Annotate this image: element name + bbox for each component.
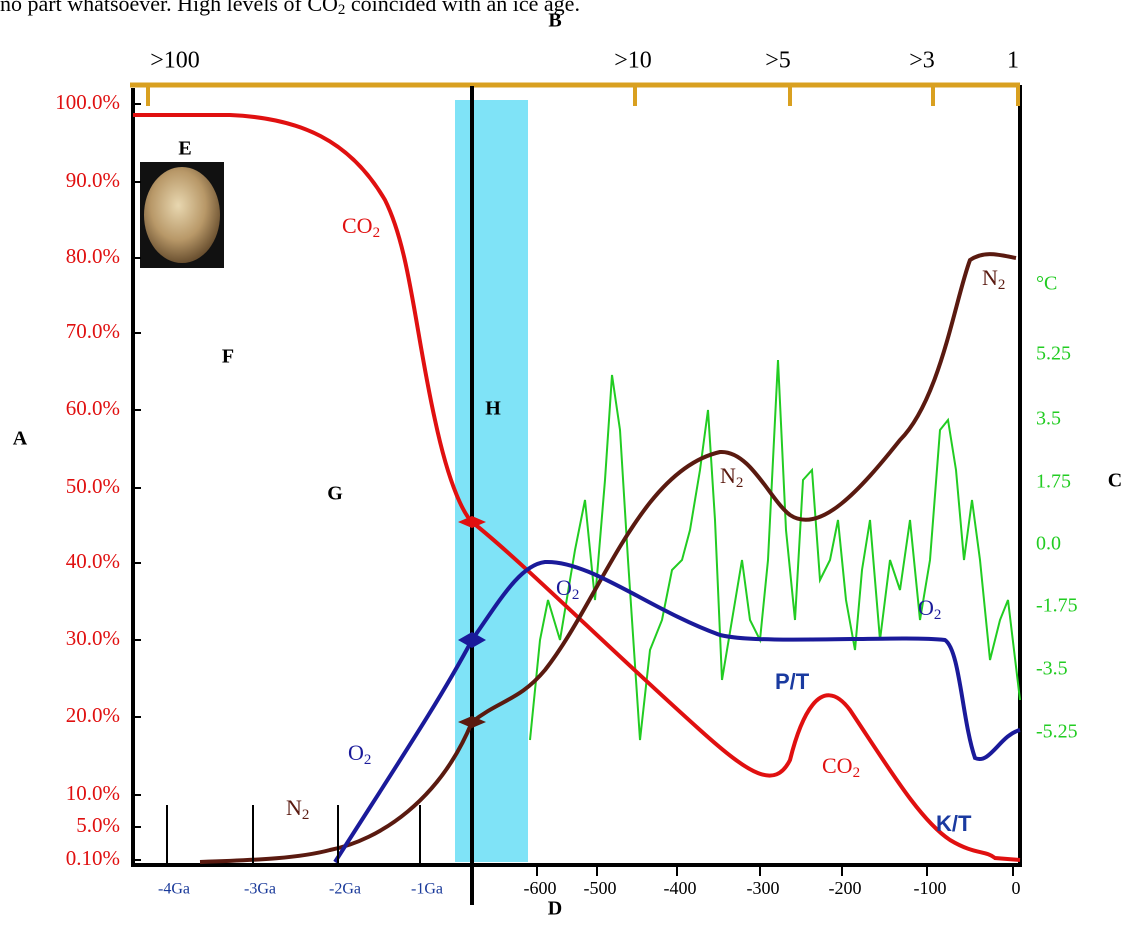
right-axis-label: -1.75	[1036, 595, 1078, 617]
curve-label: P/T	[775, 669, 810, 694]
curve-label-sub: 2	[853, 765, 861, 781]
curve-label-text: K/T	[936, 811, 972, 836]
left-axis-label: 50.0%	[66, 474, 120, 498]
curve-label: O2	[918, 595, 941, 623]
left-axis-label: 100.0%	[55, 90, 120, 114]
top-axis-label: >3	[909, 48, 935, 74]
right-axis-label: -3.5	[1036, 658, 1068, 680]
right-axis-label: -5.25	[1036, 721, 1078, 743]
curve-label: N2	[286, 795, 309, 823]
top-axis-label: 1	[1007, 48, 1019, 74]
curve-label-text: O	[348, 740, 364, 765]
bottom-axis-label: -400	[664, 878, 697, 898]
curve-label-text: CO	[822, 753, 853, 778]
left-axis-label: 30.0%	[66, 626, 120, 650]
left-axis-label: 20.0%	[66, 703, 120, 727]
co2-marker	[458, 516, 486, 528]
o2-marker	[458, 632, 486, 648]
co2-curve	[133, 113, 1021, 862]
left-axis-label: 60.0%	[66, 396, 120, 420]
bottom-axis-label: 0	[1012, 878, 1021, 898]
left-axis-label: 5.0%	[76, 813, 120, 837]
right-axis-label: 1.75	[1036, 471, 1071, 493]
curve-label: CO2	[342, 213, 380, 241]
curve-label: N2	[720, 463, 743, 491]
curve-label-sub: 2	[364, 752, 372, 768]
bottom-axis-label: -200	[829, 878, 862, 898]
letter-label: D	[548, 898, 562, 920]
letter-label: B	[548, 10, 561, 32]
bottom-axis-label: -4Ga	[158, 881, 190, 898]
curve-label-sub: 2	[373, 225, 381, 241]
curve-label: O2	[348, 740, 371, 768]
highlight-band	[455, 100, 528, 862]
curve-label: CO2	[822, 753, 860, 781]
curve-label: O2	[556, 575, 579, 603]
curve-label-sub: 2	[302, 807, 310, 823]
top-axis-label: >100	[150, 48, 200, 74]
right-axis-label: 0.0	[1036, 533, 1061, 555]
o2-curve	[333, 559, 1021, 864]
letter-label: C	[1108, 470, 1122, 492]
venus	[144, 167, 220, 263]
n2-marker	[458, 716, 486, 728]
curve-label-text: O	[556, 575, 572, 600]
curve-label-text: O	[918, 595, 934, 620]
curve-label-text: N	[982, 265, 998, 290]
bottom-axis-label: -3Ga	[244, 881, 276, 898]
right-axis-label: 3.5	[1036, 408, 1061, 430]
left-axis-label: 0.10%	[66, 846, 120, 870]
bottom-axis-label: -100	[914, 878, 947, 898]
bottom-axis-label: -300	[747, 878, 780, 898]
curve-label-text: N	[720, 463, 736, 488]
curve-label-sub: 2	[572, 587, 580, 603]
top-axis-label: >5	[765, 48, 791, 74]
caption: no part whatsoever. High levels of CO2 c…	[0, 0, 580, 18]
left-axis-label: 70.0%	[66, 319, 120, 343]
bottom-axis-label: -1Ga	[411, 881, 443, 898]
curve-label: N2	[982, 265, 1005, 293]
bottom-axis-label: -500	[584, 878, 617, 898]
left-axis-label: 40.0%	[66, 549, 120, 573]
curve-label-text: P/T	[775, 669, 810, 694]
curve-label-sub: 2	[934, 607, 942, 623]
letter-label: G	[327, 483, 343, 505]
left-axis-label: 80.0%	[66, 244, 120, 268]
right-axis-label: 5.25	[1036, 343, 1071, 365]
curve-label-text: CO	[342, 213, 373, 238]
bottom-axis-label: -2Ga	[329, 881, 361, 898]
letter-label: E	[178, 138, 191, 160]
curve-label-sub: 2	[998, 277, 1006, 293]
letter-label: H	[485, 398, 501, 420]
left-axis-label: 10.0%	[66, 781, 120, 805]
curve-label: K/T	[936, 811, 972, 836]
temperature-curve	[529, 359, 1021, 741]
bottom-axis-label: -600	[524, 878, 557, 898]
letter-label: A	[13, 428, 28, 450]
top-axis-label: >10	[614, 48, 652, 74]
curve-label-text: N	[286, 795, 302, 820]
right-axis-label: °C	[1036, 273, 1057, 295]
curve-label-sub: 2	[736, 475, 744, 491]
letter-label: F	[222, 346, 234, 368]
n2-curve	[199, 252, 1017, 864]
left-axis-label: 90.0%	[66, 168, 120, 192]
